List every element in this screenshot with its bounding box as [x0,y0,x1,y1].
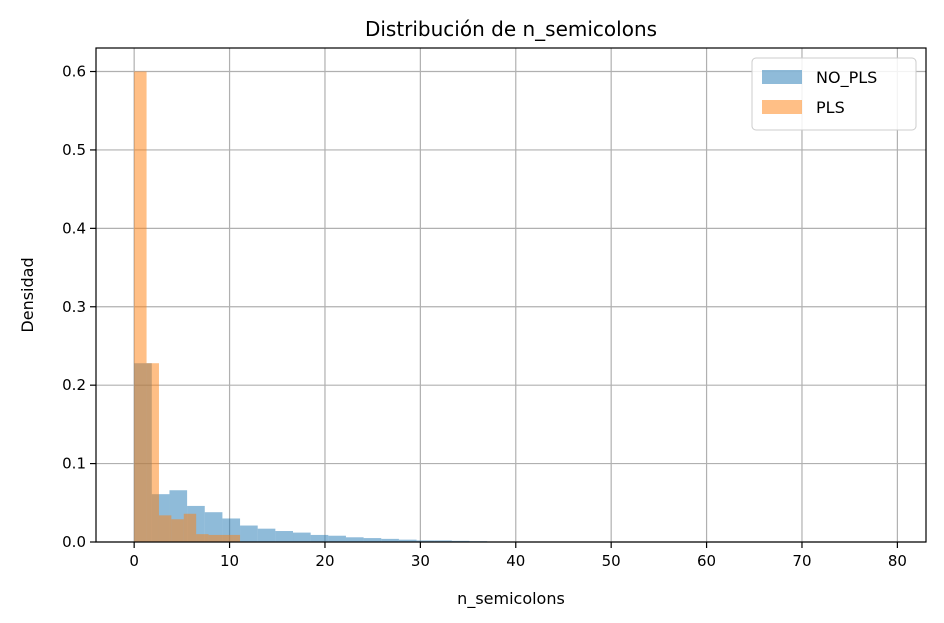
y-tick-label: 0.6 [62,63,86,81]
x-tick-label: 30 [411,552,430,570]
legend-label-no-pls: NO_PLS [816,68,877,88]
bar-no-pls [328,536,346,542]
x-axis-label: n_semicolons [457,589,565,609]
bar-pls [233,535,240,542]
x-tick-label: 80 [888,552,907,570]
legend-swatch-no-pls [762,70,802,84]
y-tick-label: 0.2 [62,376,86,394]
x-tick-label: 40 [506,552,525,570]
legend-swatch-pls [762,100,802,114]
bar-no-pls [258,529,276,542]
bar-pls [159,515,171,542]
bar-pls [184,514,196,542]
legend: NO_PLS PLS [752,58,916,130]
y-tick-label: 0.1 [62,455,86,473]
bar-pls [147,363,159,542]
legend-label-pls: PLS [816,98,845,117]
x-tick-label: 60 [697,552,716,570]
y-tick-label: 0.5 [62,141,86,159]
bar-pls [221,535,233,542]
bar-pls [196,534,208,542]
x-tick-label: 70 [792,552,811,570]
x-tick-label: 20 [315,552,334,570]
x-tick-label: 10 [220,552,239,570]
bar-no-pls [293,533,311,542]
y-tick-label: 0.0 [62,533,86,551]
bar-no-pls [311,535,329,542]
x-tick-label: 0 [129,552,139,570]
bar-pls [171,519,183,542]
y-tick-label: 0.3 [62,298,86,316]
bar-pls [209,535,221,542]
bar-no-pls [240,526,258,542]
y-tick-label: 0.4 [62,219,86,237]
chart-title: Distribución de n_semicolons [365,17,657,41]
bar-no-pls [275,531,293,542]
x-tick-label: 50 [602,552,621,570]
y-axis-label: Densidad [18,257,37,332]
bar-no-pls [346,537,364,542]
bar-pls [134,72,146,542]
